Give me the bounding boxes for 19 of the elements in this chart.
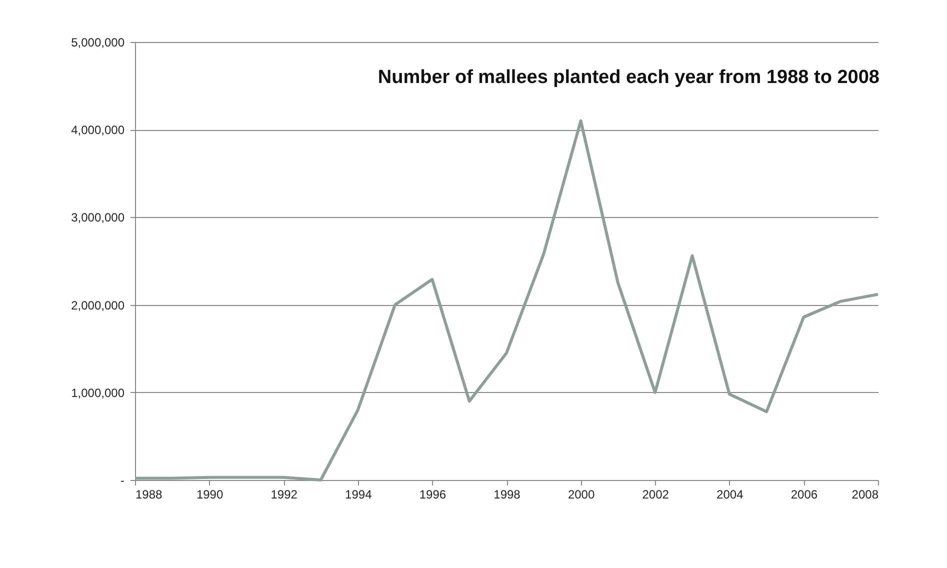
x-tick-label: 1990: [196, 488, 224, 502]
y-tick-label: 2,000,000: [71, 298, 125, 312]
text: Number of mallees planted each year from 1988 to 2008: [378, 67, 880, 88]
x-tick-label: 1992: [270, 488, 298, 502]
x-tick-label: 2004: [716, 488, 744, 502]
y-tick-label: 5,000,000: [71, 36, 125, 50]
x-tick-label: 1998: [494, 488, 521, 502]
x-tick-label: 2002: [642, 488, 670, 502]
x-tick-label: 2000: [568, 488, 595, 502]
x-tick-label: 1988: [136, 488, 163, 502]
y-tick-label: -: [120, 474, 124, 488]
x-tick-label: 2008: [852, 488, 879, 502]
x-tick-label: 1996: [419, 488, 446, 502]
y-tick-label: 1,000,000: [71, 386, 125, 400]
x-tick-label: 1994: [345, 488, 372, 502]
y-tick-label: 3,000,000: [71, 210, 125, 225]
x-tick-label: 2006: [790, 488, 818, 502]
y-tick-label: 4,000,000: [71, 123, 125, 138]
line-series: [134, 119, 880, 482]
